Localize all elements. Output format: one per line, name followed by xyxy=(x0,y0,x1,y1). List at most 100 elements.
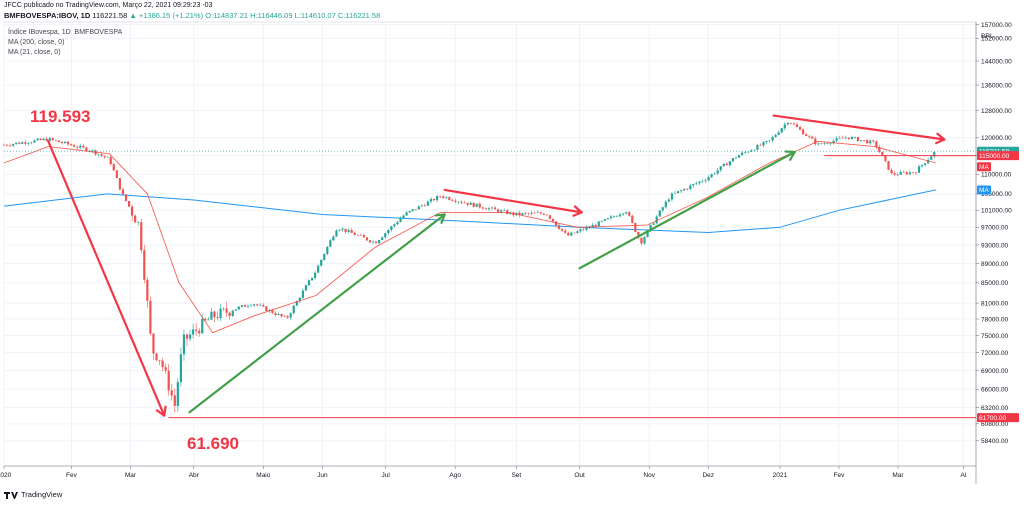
candle-body xyxy=(469,202,472,205)
candle-body xyxy=(210,311,213,320)
legend-ma200[interactable]: MA (200, close, 0) xyxy=(8,39,65,46)
candle-body xyxy=(310,277,314,281)
price-axis: 58400.00 60800.00 63200.00 66000.00 69000.00… xyxy=(975,22,1012,484)
candle-body xyxy=(850,137,853,140)
candle-body xyxy=(893,173,896,175)
candle-body xyxy=(118,178,121,190)
price-tick-label: 136000.00 xyxy=(981,82,1012,89)
trend-arrow-line xyxy=(578,150,796,270)
time-tick-label: Jul xyxy=(381,472,390,479)
candle-body xyxy=(85,147,88,151)
candle-body xyxy=(460,201,463,203)
candle-body xyxy=(649,224,652,231)
candle-body xyxy=(823,143,826,145)
candle-body xyxy=(811,136,814,139)
candle-body xyxy=(771,136,774,141)
candle-body xyxy=(439,196,442,197)
legend-ma21[interactable]: MA (21, close, 0) xyxy=(8,49,61,56)
indicator-legend: Índice IBovespa, 1D, BMFBOVESPA MA (200,… xyxy=(8,28,122,58)
candle-body xyxy=(875,141,878,148)
candle-body xyxy=(728,161,731,166)
candle-body xyxy=(192,329,195,335)
candle-body xyxy=(914,172,918,174)
candle-body xyxy=(48,138,51,141)
candle-body xyxy=(353,232,356,236)
time-axis: 2020 Fev Mar Abr Maio Jun Jul Ago Set Out Nov Dez 20… xyxy=(0,465,976,479)
candle-body xyxy=(600,220,603,222)
price-tick-label: 69000.00 xyxy=(981,368,1008,375)
candle-body xyxy=(890,169,893,174)
candle-body xyxy=(304,285,308,291)
candle-body xyxy=(646,230,649,238)
candle-body xyxy=(521,213,524,215)
candle-body xyxy=(753,149,756,151)
candle-body xyxy=(911,172,914,173)
ma200-layer xyxy=(3,189,937,234)
candle-body xyxy=(143,250,146,280)
candle-body xyxy=(283,316,286,317)
candle-body xyxy=(24,142,27,144)
candle-body xyxy=(551,218,555,222)
time-tick-label: 2021 xyxy=(773,472,788,479)
high-annotation: 119.593 xyxy=(30,107,91,126)
candle-body xyxy=(673,192,677,194)
candle-body xyxy=(124,194,128,202)
candle-body xyxy=(866,140,869,144)
candle-body xyxy=(478,203,481,208)
candle-body xyxy=(704,180,707,182)
candle-body xyxy=(115,170,118,179)
candle-body xyxy=(841,137,844,139)
candle-body xyxy=(655,216,658,224)
candle-body xyxy=(762,142,765,146)
candle-body xyxy=(356,235,359,236)
candle-body xyxy=(869,140,872,144)
candle-body xyxy=(631,215,634,223)
candle-body xyxy=(292,305,295,314)
candle-body xyxy=(445,197,448,198)
candle-body xyxy=(27,143,30,144)
candle-body xyxy=(146,279,149,301)
candle-body xyxy=(131,206,134,216)
candle-body xyxy=(188,334,192,339)
candle-body xyxy=(195,329,198,331)
price-tag-bg xyxy=(977,162,991,172)
price-tick-label: 128000.00 xyxy=(981,108,1012,115)
candle-body xyxy=(66,141,70,145)
candle-body xyxy=(362,235,365,238)
ma21-layer xyxy=(3,140,937,334)
candle-body xyxy=(30,142,33,144)
candle-body xyxy=(97,154,100,155)
candle-body xyxy=(359,235,362,236)
candle-body xyxy=(920,164,924,167)
time-tick-label: Mar xyxy=(892,472,904,479)
candle-body xyxy=(317,265,320,273)
candle-body xyxy=(487,208,491,210)
horizontal-lines-layer xyxy=(4,150,976,419)
currency-label: BRL xyxy=(981,33,994,40)
price-tick-label: 85000.00 xyxy=(981,280,1008,287)
price-tick-label: 101000.00 xyxy=(981,208,1012,215)
candle-body xyxy=(652,223,655,225)
candle-body xyxy=(814,138,817,145)
price-tick-label: 63200.00 xyxy=(981,405,1008,412)
candle-body xyxy=(902,171,905,173)
candle-body xyxy=(155,353,158,361)
candle-body xyxy=(387,229,390,234)
candle-body xyxy=(341,228,344,230)
candle-body xyxy=(371,241,375,243)
open-value: O:114837.21 xyxy=(205,11,249,20)
candle-body xyxy=(798,126,802,130)
candle-body xyxy=(158,360,161,361)
candle-body xyxy=(179,354,182,383)
candle-body xyxy=(881,151,884,156)
tradingview-logo[interactable]: TradingView xyxy=(4,490,62,499)
candle-body xyxy=(554,221,558,226)
time-tick-label: Jun xyxy=(317,472,328,479)
candle-body xyxy=(73,145,76,147)
candle-body xyxy=(390,226,393,230)
candle-body xyxy=(734,157,738,159)
candle-body xyxy=(246,306,250,307)
candle-body xyxy=(466,202,469,205)
candle-body xyxy=(628,212,631,216)
